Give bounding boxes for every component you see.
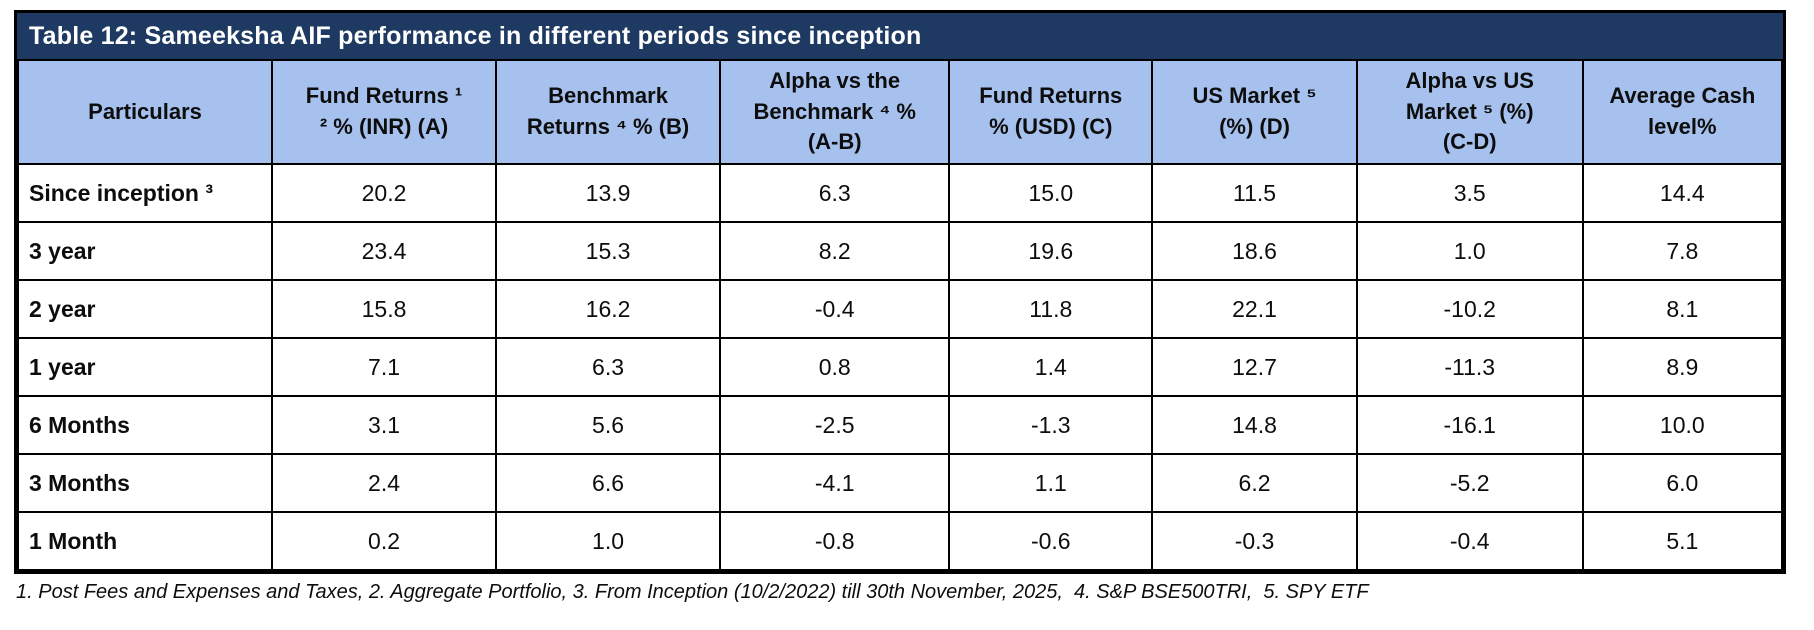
table-cell: 10.0 <box>1581 395 1784 455</box>
table-cell: -2.5 <box>719 395 951 455</box>
table-cell: 3.1 <box>271 395 498 455</box>
table-cell: 14.8 <box>1151 395 1358 455</box>
table-cell: 3.5 <box>1355 163 1584 223</box>
table-row: Since inception ³ 20.2 13.9 6.3 15.0 11.5 3.5 1… <box>16 163 1784 223</box>
column-header-alpha-vs-us-market: Alpha vs US Market ⁵ (%) (C-D) <box>1355 59 1584 165</box>
row-label: 1 year <box>16 337 274 397</box>
table-body: Since inception ³ 20.2 13.9 6.3 15.0 11.5 3.5 1… <box>16 163 1784 571</box>
table-cell: -16.1 <box>1355 395 1584 455</box>
table-footnote: 1. Post Fees and Expenses and Taxes, 2. … <box>16 581 1369 603</box>
table-cell: -10.2 <box>1355 279 1584 339</box>
table-cell: 8.2 <box>719 221 951 281</box>
table-cell: 16.2 <box>495 279 722 339</box>
table-cell: -4.1 <box>719 453 951 513</box>
header-row: Particulars Fund Returns ¹ ² % (INR) (A) B… <box>16 59 1784 165</box>
table-cell: 20.2 <box>271 163 498 223</box>
table-row: 1 year 7.1 6.3 0.8 1.4 12.7 -11.3 8.9 <box>16 337 1784 397</box>
row-label: 6 Months <box>16 395 274 455</box>
table-cell: 2.4 <box>271 453 498 513</box>
table-cell: 23.4 <box>271 221 498 281</box>
table-cell: 11.8 <box>948 279 1154 339</box>
table-cell: 22.1 <box>1151 279 1358 339</box>
table-cell: -0.8 <box>719 511 951 571</box>
table-cell: -0.3 <box>1151 511 1358 571</box>
table-cell: 1.4 <box>948 337 1154 397</box>
row-label: 1 Month <box>16 511 274 571</box>
table-cell: 1.0 <box>495 511 722 571</box>
table-cell: 13.9 <box>495 163 722 223</box>
table-cell: 5.1 <box>1581 511 1784 571</box>
table-cell: 14.4 <box>1581 163 1784 223</box>
row-label: Since inception ³ <box>16 163 274 223</box>
table-cell: 6.3 <box>719 163 951 223</box>
table-row: 3 year 23.4 15.3 8.2 19.6 18.6 1.0 7.8 <box>16 221 1784 281</box>
column-header-benchmark-returns: Benchmark Returns ⁴ % (B) <box>495 59 722 165</box>
table-cell: 19.6 <box>948 221 1154 281</box>
table-cell: -5.2 <box>1355 453 1584 513</box>
table-cell: 18.6 <box>1151 221 1358 281</box>
column-header-fund-returns-inr: Fund Returns ¹ ² % (INR) (A) <box>271 59 498 165</box>
table-header: Particulars Fund Returns ¹ ² % (INR) (A) B… <box>16 59 1784 165</box>
row-label: 3 year <box>16 221 274 281</box>
column-header-fund-returns-usd: Fund Returns % (USD) (C) <box>948 59 1154 165</box>
column-header-particulars: Particulars <box>16 59 274 165</box>
table-row: 6 Months 3.1 5.6 -2.5 -1.3 14.8 -16.1 10.0 <box>16 395 1784 455</box>
table-cell: 11.5 <box>1151 163 1358 223</box>
table-cell: 0.8 <box>719 337 951 397</box>
table-cell: 12.7 <box>1151 337 1358 397</box>
table-cell: 5.6 <box>495 395 722 455</box>
table-cell: 7.8 <box>1581 221 1784 281</box>
table-cell: -0.6 <box>948 511 1154 571</box>
row-label: 3 Months <box>16 453 274 513</box>
page: Table 12: Sameeksha AIF performance in d… <box>14 10 1786 603</box>
table-title-bar: Table 12: Sameeksha AIF performance in d… <box>17 13 1783 59</box>
table-cell: 6.2 <box>1151 453 1358 513</box>
column-header-average-cash-level: Average Cash level% <box>1581 59 1784 165</box>
row-label: 2 year <box>16 279 274 339</box>
column-header-alpha-vs-benchmark: Alpha vs the Benchmark ⁴ % (A-B) <box>719 59 951 165</box>
table-title: Table 12: Sameeksha AIF performance in d… <box>29 21 922 50</box>
performance-table: Table 12: Sameeksha AIF performance in d… <box>14 10 1786 574</box>
table-cell: 6.3 <box>495 337 722 397</box>
table-cell: -0.4 <box>719 279 951 339</box>
table-cell: 7.1 <box>271 337 498 397</box>
table-cell: 0.2 <box>271 511 498 571</box>
table-cell: 15.3 <box>495 221 722 281</box>
table-cell: -11.3 <box>1355 337 1584 397</box>
table-cell: -0.4 <box>1355 511 1584 571</box>
table-cell: 15.0 <box>948 163 1154 223</box>
table-cell: 1.0 <box>1355 221 1584 281</box>
table-cell: 8.1 <box>1581 279 1784 339</box>
table-cell: 1.1 <box>948 453 1154 513</box>
column-header-us-market: US Market ⁵ (%) (D) <box>1151 59 1358 165</box>
table-cell: 6.0 <box>1581 453 1784 513</box>
table-cell: 15.8 <box>271 279 498 339</box>
table-row: 3 Months 2.4 6.6 -4.1 1.1 6.2 -5.2 6.0 <box>16 453 1784 513</box>
table-cell: -1.3 <box>948 395 1154 455</box>
performance-data-table: Particulars Fund Returns ¹ ² % (INR) (A) B… <box>16 59 1784 571</box>
table-row: 2 year 15.8 16.2 -0.4 11.8 22.1 -10.2 8.1 <box>16 279 1784 339</box>
table-row: 1 Month 0.2 1.0 -0.8 -0.6 -0.3 -0.4 5.1 <box>16 511 1784 571</box>
table-cell: 8.9 <box>1581 337 1784 397</box>
table-cell: 6.6 <box>495 453 722 513</box>
